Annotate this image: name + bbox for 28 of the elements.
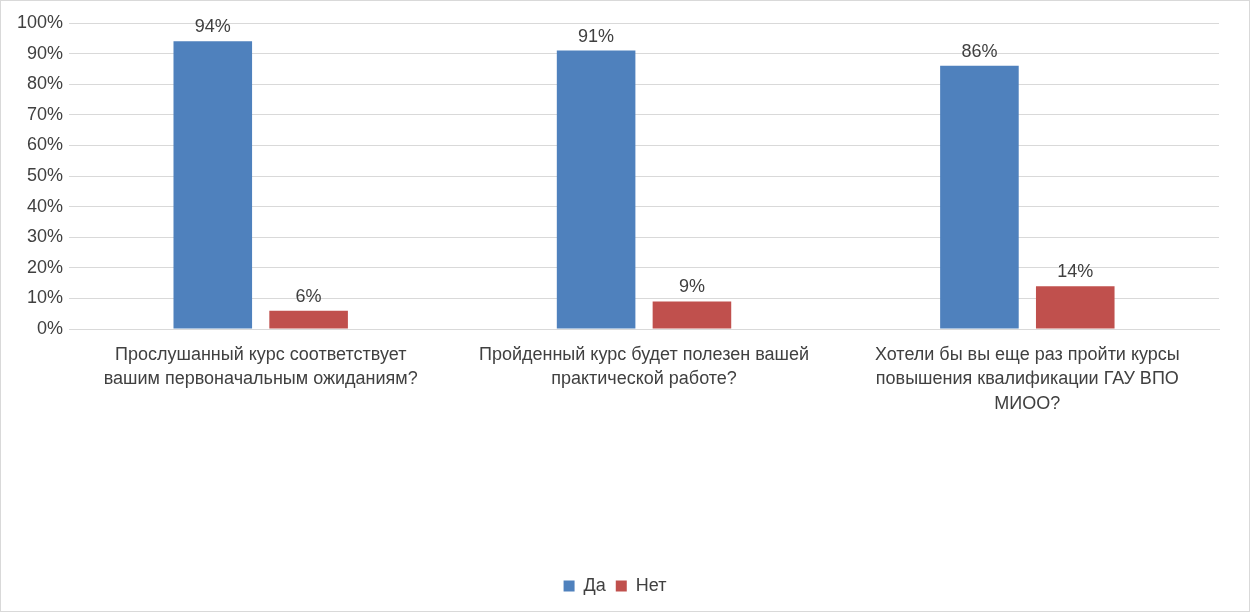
data-label: 9%: [678, 276, 705, 297]
data-label: 6%: [295, 285, 322, 306]
bar: [1035, 286, 1115, 329]
y-tick-label: 90%: [27, 42, 64, 63]
y-tick-label: 70%: [27, 103, 64, 124]
y-tick-label: 80%: [27, 73, 64, 94]
legend-label: Нет: [635, 574, 667, 595]
data-label: 91%: [578, 25, 615, 46]
legend-label: Да: [583, 574, 607, 595]
bar: [652, 301, 732, 329]
x-tick-label: Прослушанный курс соответствует вашим первоначальным ожиданиям?: [103, 344, 418, 389]
data-label: 86%: [961, 40, 998, 61]
y-tick-label: 20%: [27, 256, 64, 277]
x-tick-label: Пройденный курс будет полезен вашей практической работе?: [478, 344, 810, 389]
y-tick-label: 0%: [37, 317, 64, 338]
bar: [556, 50, 636, 329]
data-label: 94%: [194, 16, 231, 37]
y-tick-label: 100%: [16, 11, 64, 32]
y-tick-label: 10%: [27, 287, 64, 308]
y-tick-label: 60%: [27, 134, 64, 155]
y-tick-label: 40%: [27, 195, 64, 216]
data-label: 14%: [1057, 261, 1094, 282]
y-tick-label: 30%: [27, 226, 64, 247]
bar: [269, 310, 348, 329]
bar: [173, 41, 253, 329]
y-tick-label: 50%: [27, 164, 64, 185]
bar: [940, 65, 1019, 329]
x-tick-label: Хотели бы вы еще раз пройти курсы повышения квалификации ГАУ ВПО МИОО?: [874, 344, 1180, 413]
